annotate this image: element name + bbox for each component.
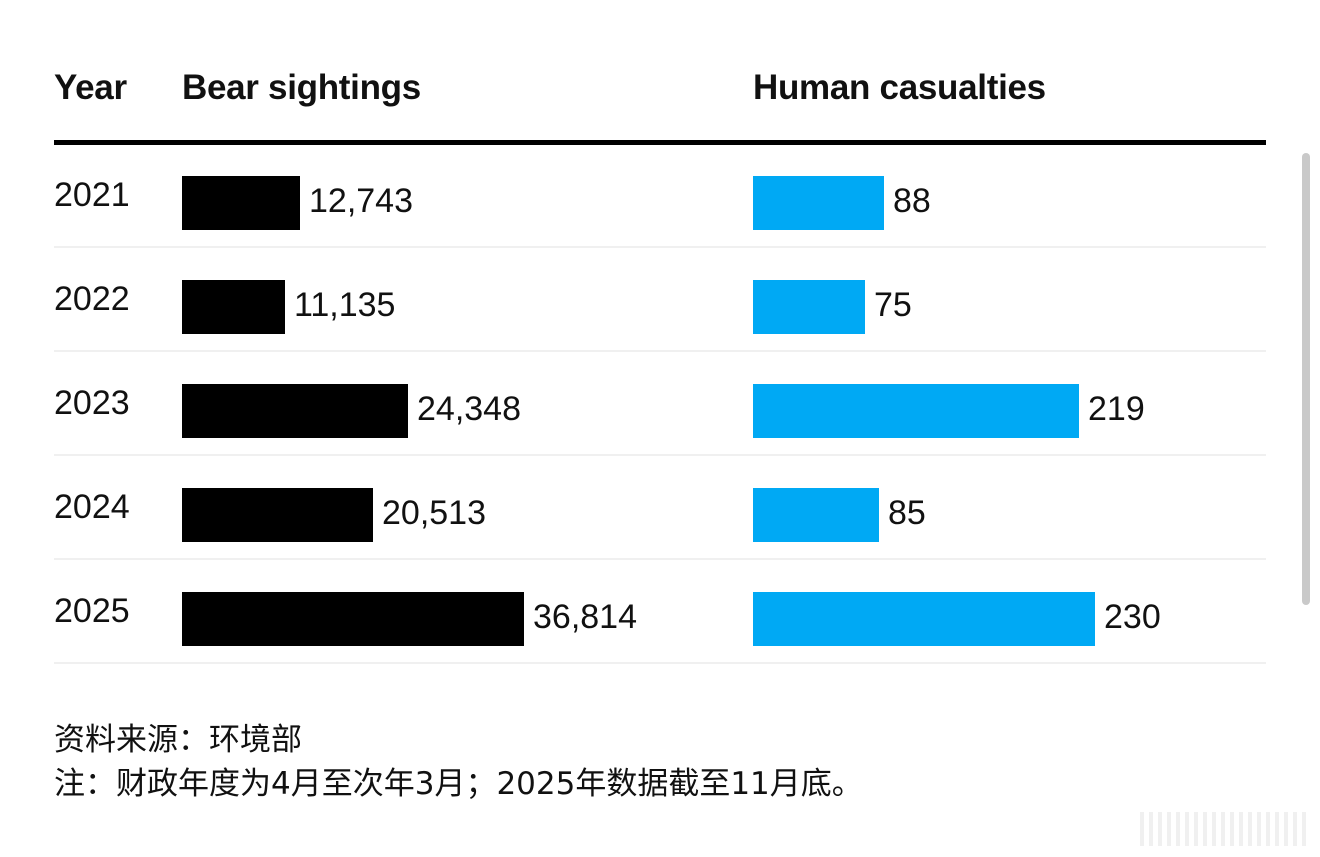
table-row: 2025 36,814 230: [54, 560, 1266, 664]
bear-sightings-value: 12,743: [309, 182, 413, 220]
row-divider: [54, 350, 1266, 352]
human-casualties-bar: [753, 280, 865, 334]
header-year: Year: [54, 68, 127, 107]
year-label: 2024: [54, 488, 130, 526]
row-divider: [54, 662, 1266, 664]
table-row: 2024 20,513 85: [54, 456, 1266, 560]
row-divider: [54, 558, 1266, 560]
table-row: 2023 24,348 219: [54, 352, 1266, 456]
year-label: 2021: [54, 176, 130, 214]
bear-sightings-value: 20,513: [382, 494, 486, 532]
table-row: 2022 11,135 75: [54, 248, 1266, 352]
human-casualties-value: 219: [1088, 390, 1145, 428]
bear-sightings-bar: [182, 592, 524, 646]
human-casualties-value: 230: [1104, 598, 1161, 636]
bear-sightings-bar: [182, 176, 300, 230]
header-human-casualties: Human casualties: [753, 68, 1046, 107]
human-casualties-value: 75: [874, 286, 912, 324]
human-casualties-bar: [753, 384, 1079, 438]
bear-sightings-bar: [182, 488, 373, 542]
source-note: 资料来源：环境部: [54, 722, 302, 758]
watermark: [1140, 812, 1310, 846]
header-rule: [54, 140, 1266, 145]
year-label: 2022: [54, 280, 130, 318]
bear-sightings-value: 36,814: [533, 598, 637, 636]
footnote: 注：财政年度为4月至次年3月；2025年数据截至11月底。: [54, 766, 863, 802]
year-label: 2025: [54, 592, 130, 630]
human-casualties-bar: [753, 176, 884, 230]
row-divider: [54, 454, 1266, 456]
bear-sightings-bar: [182, 280, 285, 334]
header-bear-sightings: Bear sightings: [182, 68, 421, 107]
scrollbar[interactable]: [1302, 153, 1310, 605]
bear-sightings-value: 11,135: [294, 286, 396, 324]
human-casualties-value: 88: [893, 182, 931, 220]
year-label: 2023: [54, 384, 130, 422]
bear-sightings-bar: [182, 384, 408, 438]
row-divider: [54, 246, 1266, 248]
table-row: 2021 12,743 88: [54, 144, 1266, 248]
bear-sightings-value: 24,348: [417, 390, 521, 428]
human-casualties-value: 85: [888, 494, 926, 532]
human-casualties-bar: [753, 488, 879, 542]
human-casualties-bar: [753, 592, 1095, 646]
